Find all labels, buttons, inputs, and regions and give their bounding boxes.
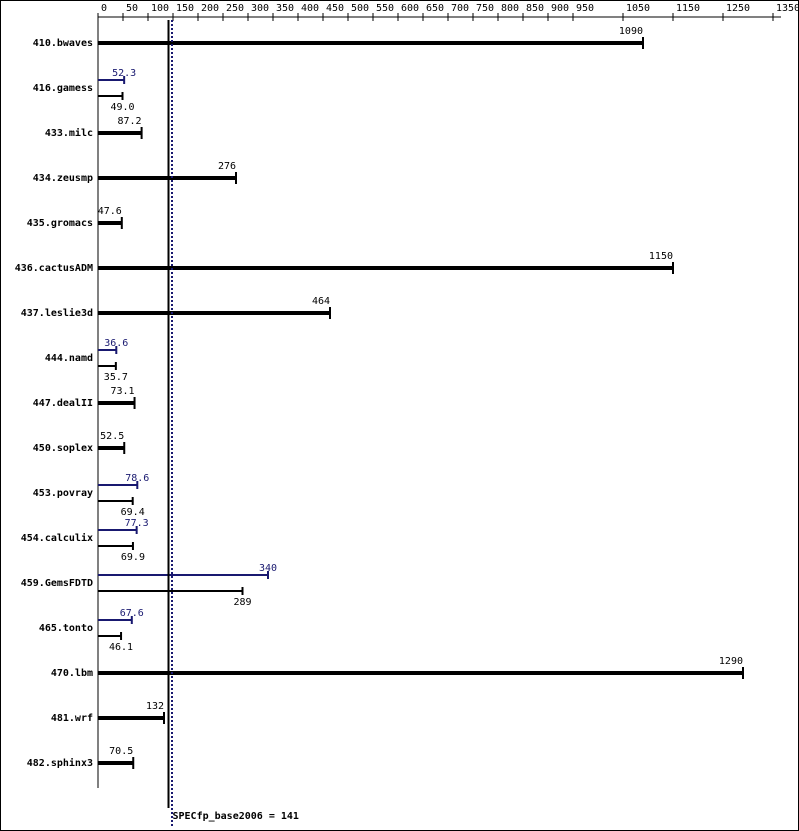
value-label: 52.5: [100, 431, 124, 442]
value-label: 289: [233, 597, 251, 608]
x-tick-label: 300: [251, 3, 269, 14]
x-tick-label: 150: [176, 3, 194, 14]
category-label: 459.GemsFDTD: [21, 578, 93, 589]
bar: [98, 484, 138, 486]
category-label: 482.sphinx3: [27, 757, 93, 769]
x-tick-label: 1350: [776, 3, 799, 14]
x-tick-label: 850: [526, 3, 544, 14]
category-label: 433.milc: [45, 127, 93, 139]
x-tick-label: 500: [351, 3, 369, 14]
value-label: 69.9: [121, 552, 145, 563]
x-tick-label: 250: [226, 3, 244, 14]
value-label: 1090: [619, 26, 643, 37]
category-label: 454.calculix: [21, 532, 93, 544]
value-label: 77.3: [125, 518, 149, 529]
bar: [98, 619, 132, 621]
bar: [98, 761, 134, 765]
bar: [98, 590, 243, 592]
bar: [98, 716, 164, 720]
category-label: 416.gamess: [33, 83, 93, 94]
value-label: 1290: [719, 656, 743, 667]
bar: [98, 574, 268, 576]
bar: [98, 311, 330, 315]
category-label: 465.tonto: [39, 623, 93, 634]
bar: [98, 500, 133, 502]
value-label: 35.7: [104, 372, 128, 383]
value-label: 69.4: [121, 507, 145, 518]
reference-label: SPECfp_base2006 = 141: [173, 811, 299, 822]
bar: [98, 95, 123, 97]
category-label: 437.leslie3d: [21, 307, 93, 319]
x-tick-label: 450: [326, 3, 344, 14]
category-label: 434.zeusmp: [33, 173, 93, 184]
value-label: 70.5: [109, 746, 133, 757]
bar: [98, 79, 125, 81]
x-tick-label: 950: [576, 3, 594, 14]
value-label: 52.3: [112, 68, 136, 79]
x-tick-label: 0: [101, 3, 107, 14]
bar: [98, 266, 673, 270]
x-tick-label: 50: [126, 3, 138, 14]
bar: [98, 349, 117, 351]
bar: [98, 176, 236, 180]
x-tick-label: 600: [401, 3, 419, 14]
x-tick-label: 800: [501, 3, 519, 14]
x-tick-label: 1250: [726, 3, 750, 14]
bar: [98, 545, 133, 547]
value-label: 46.1: [109, 642, 133, 653]
x-tick-label: 100: [151, 3, 169, 14]
bar: [98, 221, 122, 225]
bar: [98, 401, 135, 405]
x-tick-label: 700: [451, 3, 469, 14]
value-label: 87.2: [118, 116, 142, 127]
x-tick-label: 650: [426, 3, 444, 14]
category-label: 436.cactusADM: [15, 263, 93, 274]
value-label: 132: [146, 701, 164, 712]
x-tick-label: 200: [201, 3, 219, 14]
x-tick-label: 550: [376, 3, 394, 14]
value-label: 1150: [649, 251, 673, 262]
value-label: 340: [259, 563, 277, 574]
bar: [98, 131, 142, 135]
value-label: 67.6: [120, 608, 144, 619]
x-tick-label: 1150: [676, 3, 700, 14]
bar: [98, 671, 743, 675]
category-label: 470.lbm: [51, 668, 93, 679]
x-tick-label: 350: [276, 3, 294, 14]
category-label: 481.wrf: [51, 713, 93, 724]
bar: [98, 635, 122, 637]
x-tick-label: 400: [301, 3, 319, 14]
bar: [98, 529, 137, 531]
x-tick-label: 1050: [626, 3, 650, 14]
value-label: 73.1: [110, 386, 134, 397]
category-label: 447.dealII: [33, 398, 93, 409]
category-label: 444.namd: [45, 353, 93, 364]
category-label: 453.povray: [33, 488, 93, 499]
value-label: 276: [218, 161, 236, 172]
value-label: 47.6: [98, 206, 122, 217]
category-label: 435.gromacs: [27, 218, 93, 229]
x-tick-label: 900: [551, 3, 569, 14]
value-label: 49.0: [110, 102, 134, 113]
bar: [98, 41, 643, 45]
value-label: 36.6: [104, 338, 128, 349]
bar: [98, 365, 116, 367]
x-tick-label: 750: [476, 3, 494, 14]
category-label: 450.soplex: [33, 443, 93, 454]
value-label: 464: [312, 296, 330, 307]
value-label: 78.6: [125, 473, 149, 484]
bar: [98, 446, 125, 450]
category-label: 410.bwaves: [33, 38, 93, 49]
